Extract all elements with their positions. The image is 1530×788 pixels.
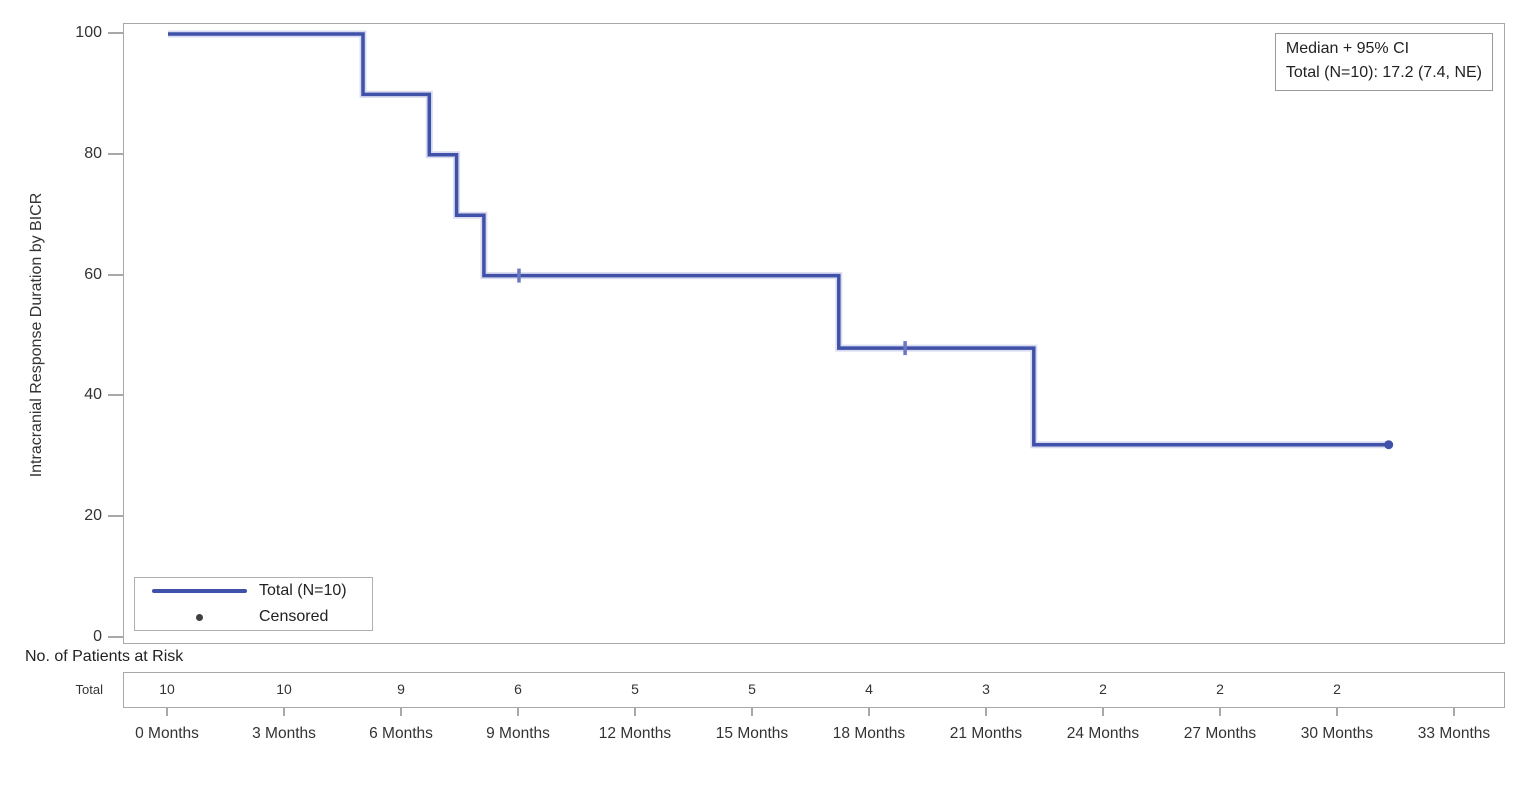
legend-label-censored: Censored xyxy=(259,608,329,625)
x-axis-tick xyxy=(1336,708,1338,716)
legend-marker-area xyxy=(152,613,247,621)
y-axis-tick xyxy=(108,636,123,638)
legend-label-total: Total (N=10) xyxy=(259,582,347,599)
risk-value: 2 xyxy=(1216,681,1224,697)
x-axis-tick xyxy=(400,708,402,716)
annotation-median-value: Total (N=10): 17.2 (7.4, NE) xyxy=(1285,64,1482,81)
y-axis-tick-label: 0 xyxy=(93,628,102,645)
y-axis-tick-label: 100 xyxy=(75,24,102,41)
risk-value: 5 xyxy=(631,681,639,697)
x-axis-tick xyxy=(985,708,987,716)
risk-row-label: Total xyxy=(75,682,103,697)
risk-value: 10 xyxy=(276,681,292,697)
y-axis-tick-label: 20 xyxy=(84,507,102,525)
risk-value: 9 xyxy=(397,681,405,697)
x-axis-tick-label: 18 Months xyxy=(832,725,906,742)
median-annotation-box: Median + 95% CI Total (N=10): 17.2 (7.4,… xyxy=(1274,33,1493,91)
y-axis-title: Intracranial Response Duration by BICR xyxy=(28,192,45,478)
x-axis-tick-label: 24 Months xyxy=(1066,725,1140,742)
km-line-halo xyxy=(168,30,1389,449)
y-axis-tick xyxy=(108,273,123,276)
risk-value: 6 xyxy=(514,681,522,697)
x-axis-tick-label: 30 Months xyxy=(1300,725,1374,742)
risk-table-box xyxy=(123,672,1505,708)
risk-value: 3 xyxy=(982,681,990,697)
y-axis-tick-label: 40 xyxy=(84,386,102,404)
x-axis-tick-label: 9 Months xyxy=(486,725,550,742)
legend: Total (N=10) Censored xyxy=(134,577,373,631)
y-axis-tick xyxy=(108,32,123,34)
y-axis-tick xyxy=(108,394,123,397)
legend-row-total: Total (N=10) xyxy=(135,578,372,604)
y-axis-tick-label: 60 xyxy=(84,265,102,283)
risk-value: 2 xyxy=(1333,681,1341,697)
x-axis-tick-label: 3 Months xyxy=(252,725,316,742)
x-axis-tick xyxy=(283,708,285,716)
legend-row-censored: Censored xyxy=(135,604,372,630)
x-axis-tick xyxy=(868,708,870,716)
x-axis-tick-label: 0 Months xyxy=(135,725,199,742)
plot-area: Median + 95% CI Total (N=10): 17.2 (7.4,… xyxy=(123,23,1505,644)
x-axis-tick xyxy=(1219,708,1221,716)
x-axis-tick xyxy=(166,708,168,716)
km-curve-svg xyxy=(168,30,1394,450)
legend-line-swatch xyxy=(152,589,247,593)
x-axis-tick-label: 12 Months xyxy=(598,725,672,742)
y-axis-tick xyxy=(108,152,123,155)
x-axis-tick xyxy=(751,708,753,716)
x-axis-tick-label: 27 Months xyxy=(1183,725,1257,742)
risk-value: 4 xyxy=(865,681,873,697)
legend-censored-dot-icon xyxy=(196,613,203,621)
y-axis-tick xyxy=(108,515,123,518)
annotation-median-title: Median + 95% CI xyxy=(1285,40,1410,57)
y-axis-tick-label: 80 xyxy=(84,144,102,162)
risk-table-header: No. of Patients at Risk xyxy=(25,648,184,665)
x-axis-tick-label: 21 Months xyxy=(949,725,1023,742)
x-axis-tick xyxy=(634,708,636,716)
km-step-line xyxy=(168,32,1389,447)
x-axis-tick-label: 6 Months xyxy=(369,725,433,742)
censored-dot-marker xyxy=(1384,440,1394,450)
risk-value: 10 xyxy=(159,681,175,697)
x-axis-tick xyxy=(1102,708,1104,716)
risk-value: 2 xyxy=(1099,681,1107,697)
x-axis-tick-label: 33 Months xyxy=(1417,725,1491,742)
x-axis-tick-label: 15 Months xyxy=(715,725,789,742)
risk-value: 5 xyxy=(748,681,756,697)
legend-marker-area xyxy=(152,589,247,593)
x-axis-tick xyxy=(1453,708,1455,716)
x-axis-tick xyxy=(517,708,519,716)
